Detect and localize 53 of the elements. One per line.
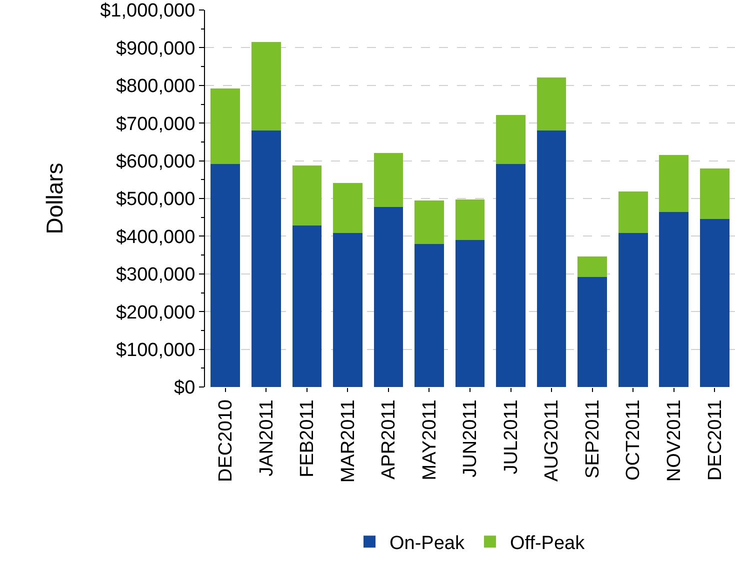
bar bbox=[496, 115, 526, 164]
x-tick-label: NOV2011 bbox=[664, 400, 686, 482]
bar bbox=[374, 207, 404, 387]
x-tick-label: MAY2011 bbox=[419, 400, 440, 480]
legend-label: On-Peak bbox=[390, 532, 465, 554]
x-tick-label: MAR2011 bbox=[338, 400, 359, 483]
y-tick-label: $200,000 bbox=[116, 302, 196, 324]
bar bbox=[292, 166, 322, 226]
x-tick-label: JUL2011 bbox=[500, 400, 522, 474]
y-tick-label: $1,000,000 bbox=[100, 0, 196, 22]
x-tick-label: SEP2011 bbox=[582, 400, 604, 478]
y-tick-label: $100,000 bbox=[116, 340, 196, 361]
bar bbox=[455, 240, 485, 387]
bar bbox=[618, 192, 648, 234]
y-tick-label: $700,000 bbox=[116, 114, 196, 135]
bar bbox=[414, 244, 444, 387]
bar bbox=[700, 218, 730, 387]
y-tick-label: $900,000 bbox=[116, 38, 196, 60]
x-tick-label: OCT2011 bbox=[623, 400, 644, 481]
bar bbox=[210, 164, 240, 387]
y-tick-label: $600,000 bbox=[116, 151, 196, 172]
bar bbox=[251, 42, 281, 131]
bar bbox=[251, 130, 281, 387]
x-tick-label: AUG2011 bbox=[542, 400, 563, 482]
bar bbox=[414, 200, 444, 244]
bar bbox=[496, 164, 526, 387]
legend-label: Off-Peak bbox=[510, 532, 586, 554]
y-tick-label: $0 bbox=[174, 378, 196, 399]
bar bbox=[210, 88, 240, 164]
bar bbox=[578, 256, 607, 277]
x-tick-label: FEB2011 bbox=[297, 400, 318, 478]
x-tick-label: DEC2011 bbox=[704, 400, 726, 481]
y-tick-label: $500,000 bbox=[116, 189, 196, 210]
bar bbox=[333, 233, 362, 387]
y-axis-title: Dollars bbox=[42, 162, 68, 234]
bar bbox=[292, 226, 322, 387]
bar bbox=[618, 233, 648, 387]
y-tick-label: $400,000 bbox=[116, 226, 196, 248]
y-tick-label: $300,000 bbox=[116, 264, 196, 286]
bar bbox=[659, 155, 689, 212]
x-tick-label: APR2011 bbox=[378, 400, 400, 480]
bar bbox=[536, 77, 566, 131]
bar bbox=[536, 130, 566, 387]
y-tick-label: $800,000 bbox=[116, 76, 196, 98]
bar bbox=[455, 200, 485, 240]
bar bbox=[659, 212, 689, 387]
x-tick-label: JAN2011 bbox=[256, 400, 278, 476]
x-tick-label: JUN2011 bbox=[460, 400, 482, 478]
x-tick-label: DEC2010 bbox=[216, 400, 237, 482]
bar bbox=[578, 276, 607, 387]
bar bbox=[374, 152, 404, 208]
bar bbox=[700, 168, 730, 219]
bar bbox=[333, 183, 362, 234]
